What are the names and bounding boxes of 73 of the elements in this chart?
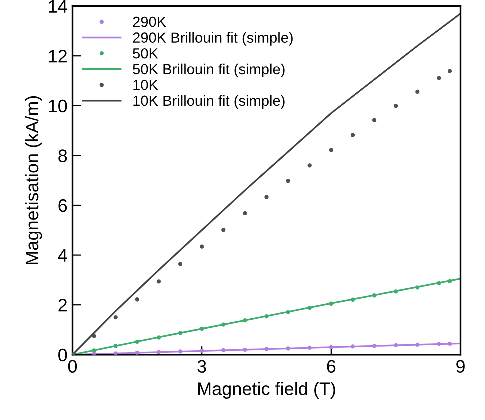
x-tick-label: 9	[456, 360, 465, 374]
point	[264, 195, 269, 200]
point	[243, 211, 248, 216]
point	[329, 148, 334, 152]
legend-label: 50K	[133, 48, 158, 59]
point	[92, 334, 96, 338]
legend-label: 10K Brillouin fit (simple)	[134, 95, 285, 110]
point	[264, 314, 269, 319]
point	[178, 262, 183, 266]
x-tick-label: 6	[327, 360, 336, 374]
y-tick-label: 6	[58, 199, 68, 212]
point	[416, 342, 420, 348]
point	[394, 343, 398, 348]
x-axis-title: Magnetic field (T)	[198, 382, 336, 399]
point	[437, 76, 442, 80]
point	[372, 294, 377, 298]
point	[350, 133, 356, 138]
point	[222, 228, 226, 232]
point	[308, 346, 312, 350]
point	[222, 322, 226, 327]
point	[448, 69, 452, 74]
point	[286, 310, 290, 314]
point	[264, 347, 269, 352]
point	[350, 298, 356, 302]
point	[156, 280, 162, 284]
legend-label: 290K Brillouin fit (simple)	[133, 32, 293, 46]
point	[200, 326, 204, 332]
point	[350, 344, 356, 349]
point	[114, 315, 118, 320]
point	[286, 346, 290, 351]
point	[156, 350, 162, 354]
point	[92, 348, 96, 353]
y-tick-label: 0	[58, 348, 68, 362]
point	[200, 349, 204, 354]
y-tick-label: 10	[49, 100, 68, 113]
point	[286, 179, 290, 184]
legend-label: 290K	[133, 16, 166, 28]
point	[222, 348, 226, 352]
legend-label: 10K	[134, 80, 158, 90]
point	[416, 286, 420, 290]
point	[114, 344, 118, 348]
y-axis-title: Magnetisation (kA/m)	[25, 96, 42, 264]
point	[372, 344, 377, 348]
y-tick-label: 12	[49, 50, 67, 63]
point	[416, 90, 420, 94]
y-tick-label: 14	[49, 0, 68, 13]
point	[437, 281, 442, 286]
point	[394, 104, 398, 108]
point	[437, 342, 442, 346]
point	[448, 342, 452, 346]
point	[329, 345, 334, 350]
y-tick-label: 2	[58, 299, 67, 312]
point	[308, 306, 312, 310]
point	[135, 350, 140, 355]
point	[243, 318, 248, 323]
point	[243, 348, 248, 352]
y-tick-label: 8	[58, 150, 68, 162]
point	[135, 298, 140, 302]
x-tick-label: 3	[198, 360, 206, 374]
point	[156, 336, 162, 340]
point	[448, 279, 452, 284]
point	[178, 350, 183, 354]
point	[308, 164, 312, 168]
point	[329, 302, 334, 306]
y-tick-label: 4	[58, 249, 68, 262]
point	[135, 340, 140, 344]
point	[200, 244, 204, 249]
x-tick-label: 0	[68, 360, 78, 374]
point	[114, 352, 118, 355]
legend-label: 50K Brillouin fit (simple)	[133, 64, 285, 78]
point	[394, 290, 398, 294]
point	[178, 331, 183, 336]
point	[372, 118, 377, 122]
